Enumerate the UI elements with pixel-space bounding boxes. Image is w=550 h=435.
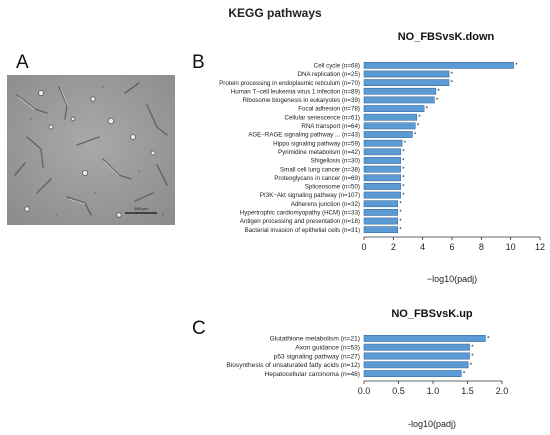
bar xyxy=(363,87,437,95)
bar xyxy=(363,352,470,360)
significance-star: * xyxy=(417,123,420,130)
category-label: Proteoglycans in cancer (n=69) xyxy=(274,175,360,182)
bar xyxy=(363,113,418,121)
category-label: Small cell lung cancer (n=38) xyxy=(280,166,360,173)
category-label: Adherens junction (n=32) xyxy=(291,201,360,208)
significance-star: * xyxy=(399,227,402,234)
category-label: Shigellosis (n=30) xyxy=(311,158,360,165)
chart-up-xlabel: -log10(padj) xyxy=(408,419,456,429)
panel-a-letter: A xyxy=(16,52,29,73)
x-tick-label: 1.5 xyxy=(461,386,474,396)
category-label: RNA transport (n=64) xyxy=(301,123,360,130)
bar xyxy=(363,157,401,164)
significance-star: * xyxy=(402,157,405,164)
significance-star: * xyxy=(404,140,407,147)
significance-star: * xyxy=(463,371,466,378)
x-tick-label: 0.5 xyxy=(392,386,405,396)
category-label: Hippo signaling pathway (n=59) xyxy=(273,140,360,147)
x-tick-label: 0.0 xyxy=(358,386,371,396)
x-tick-label: 1.0 xyxy=(427,386,440,396)
significance-star: * xyxy=(470,362,473,369)
category-label: Spliceosome (n=50) xyxy=(305,184,360,191)
bar xyxy=(363,70,450,78)
cell-micrograph: 500 µm xyxy=(7,75,175,225)
category-label: Hypertrophic cardiomyopathy (HCM) (n=33) xyxy=(240,210,360,217)
category-label: PI3K−Akt signaling pathway (n=107) xyxy=(260,192,360,199)
category-label: Cell cycle (n=68) xyxy=(314,62,360,69)
bar xyxy=(363,148,401,156)
significance-star: * xyxy=(418,114,421,121)
category-label: Bacterial invasion of epithelial cells (… xyxy=(245,227,360,234)
significance-star: * xyxy=(402,166,405,173)
category-label: Hepatocellular carcinoma (n=48) xyxy=(265,371,360,378)
significance-star: * xyxy=(399,209,402,216)
bar xyxy=(363,131,413,138)
bar xyxy=(363,96,435,104)
significance-star: * xyxy=(399,218,402,225)
bar xyxy=(363,209,398,216)
significance-star: * xyxy=(487,335,490,342)
bar xyxy=(363,122,416,130)
bar xyxy=(363,200,398,208)
bar xyxy=(363,165,401,173)
x-tick-label: 12 xyxy=(535,242,545,252)
significance-star: * xyxy=(399,201,402,208)
bar xyxy=(363,79,450,86)
significance-star: * xyxy=(426,105,429,112)
category-label: Axon guidance (n=53) xyxy=(295,345,360,352)
category-label: Glutathione metabolism (n=21) xyxy=(270,336,360,343)
figure-title: KEGG pathways xyxy=(228,6,322,20)
bar xyxy=(363,139,403,147)
bar xyxy=(363,343,470,351)
significance-star: * xyxy=(414,131,417,138)
chart-down-title: NO_FBSvsK.down xyxy=(398,31,495,43)
significance-star: * xyxy=(471,344,474,351)
significance-star: * xyxy=(451,71,454,78)
significance-star: * xyxy=(402,183,405,190)
significance-star: * xyxy=(515,62,518,69)
x-tick-label: 2.0 xyxy=(496,386,509,396)
category-label: Antigen processing and presentation (n=1… xyxy=(240,218,360,225)
x-tick-label: 6 xyxy=(449,242,454,252)
category-label: Cellular senescence (n=61) xyxy=(285,114,361,121)
significance-star: * xyxy=(402,149,405,156)
bar xyxy=(363,361,469,369)
category-label: AGE−RAGE signaling pathway ... (n=43) xyxy=(248,132,360,139)
category-label: p53 signaling pathway (n=27) xyxy=(274,353,360,360)
category-label: DNA replication (n=25) xyxy=(298,71,360,78)
x-tick-label: 2 xyxy=(391,242,396,252)
x-tick-label: 0 xyxy=(361,242,366,252)
significance-star: * xyxy=(451,79,454,86)
bar xyxy=(363,191,401,199)
bar xyxy=(363,183,401,190)
chart-up-title: NO_FBSvsK.up xyxy=(391,308,473,320)
significance-star: * xyxy=(402,192,405,199)
significance-star: * xyxy=(437,88,440,95)
category-label: Pyrimidine metabolism (n=42) xyxy=(278,149,360,156)
panel-b-letter: B xyxy=(192,52,205,73)
significance-star: * xyxy=(402,175,405,182)
scale-bar-label: 500 µm xyxy=(134,206,148,211)
bar xyxy=(363,370,462,378)
bar xyxy=(363,105,425,112)
x-tick-label: 10 xyxy=(506,242,516,252)
chart-down-xlabel: −log10(padj) xyxy=(427,274,477,284)
category-label: Ribosome biogenesis in eukaryotes (n=39) xyxy=(243,97,360,104)
category-label: Focal adhesion (n=78) xyxy=(298,106,360,113)
significance-star: * xyxy=(436,97,439,104)
bar xyxy=(363,61,514,69)
x-tick-label: 8 xyxy=(479,242,484,252)
bar xyxy=(363,217,398,225)
category-label: Protein processing in endoplasmic reticu… xyxy=(219,80,360,87)
category-label: Biosynthesis of unsaturated fatty acids … xyxy=(226,362,360,369)
bar xyxy=(363,334,486,342)
bar xyxy=(363,226,398,234)
bar xyxy=(363,174,401,182)
significance-star: * xyxy=(471,353,474,360)
panel-c-letter: C xyxy=(192,318,206,339)
x-tick-label: 4 xyxy=(420,242,425,252)
category-label: Human T−cell leukemia virus 1 infection … xyxy=(231,88,360,95)
